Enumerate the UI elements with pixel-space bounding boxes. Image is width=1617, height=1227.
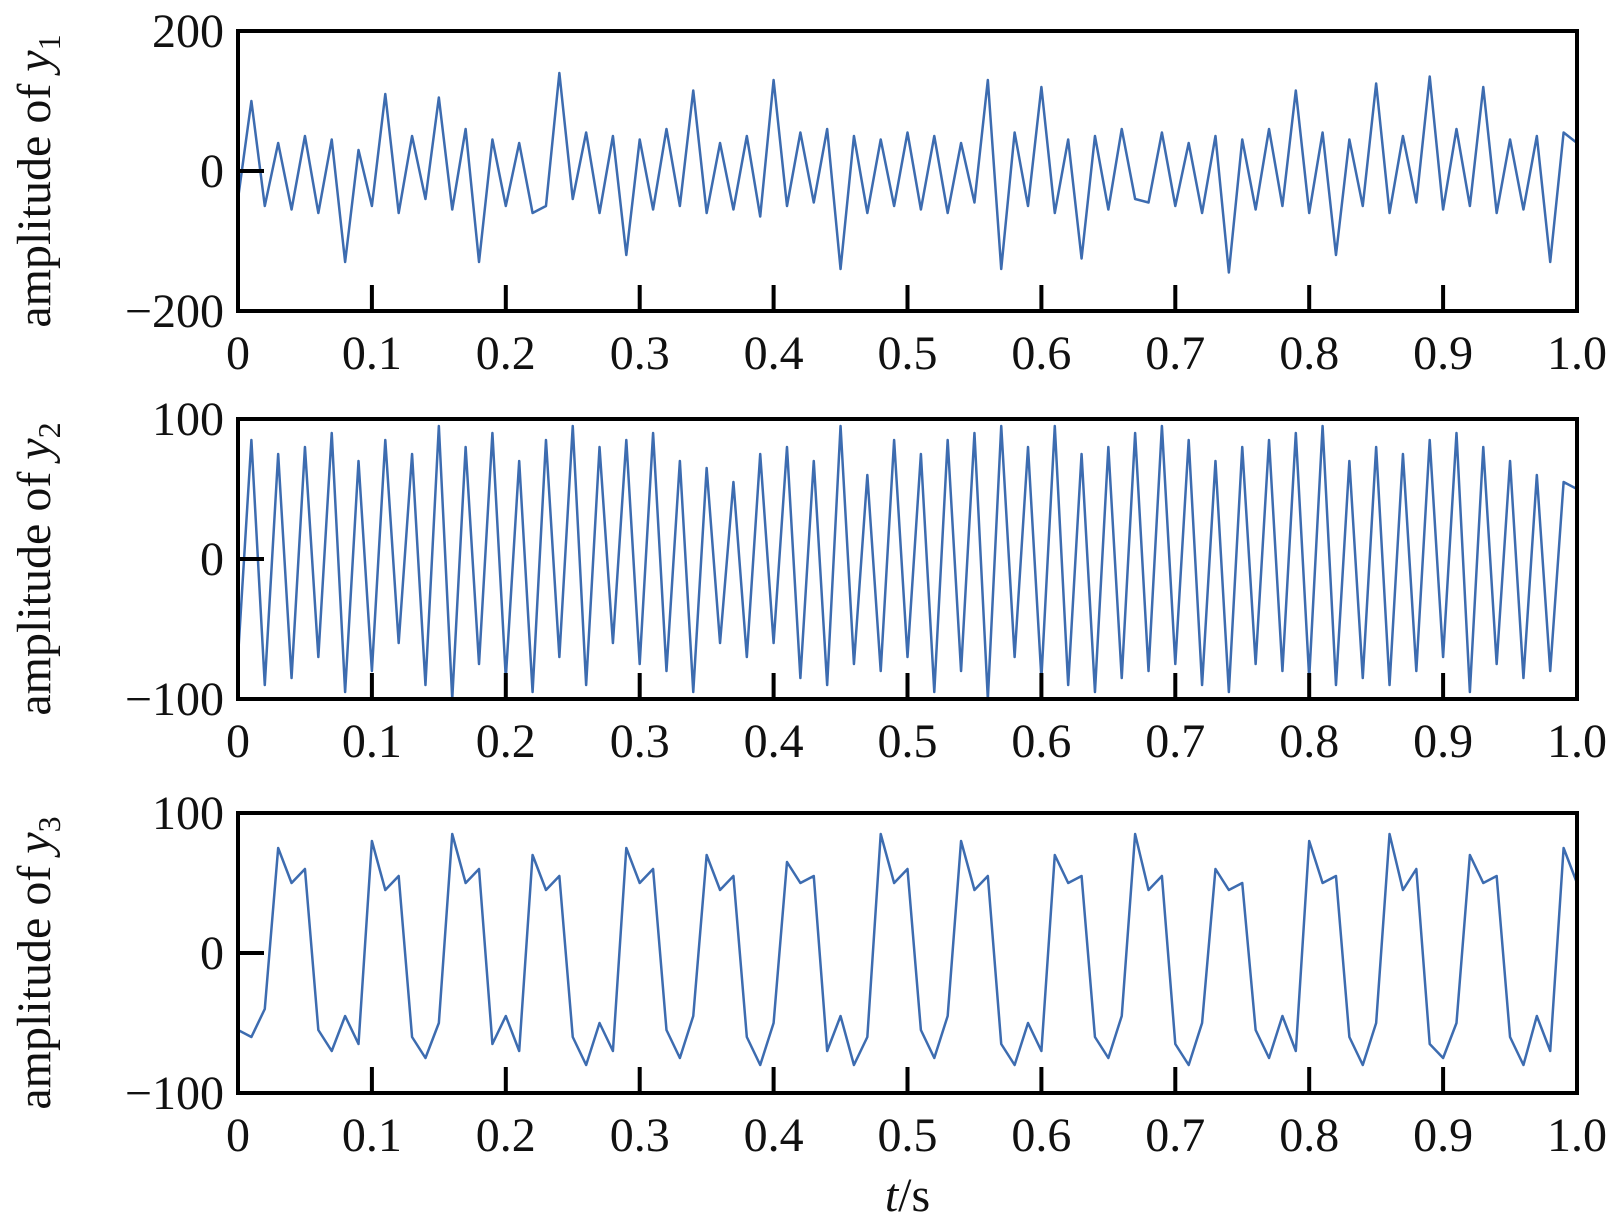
x-tick-label: 0.3: [610, 327, 670, 380]
y-tick-label: 200: [152, 5, 224, 58]
y-label-sub: 2: [31, 422, 67, 438]
x-tick-label: 0.4: [744, 715, 804, 768]
x-tick-label: 0.4: [744, 1109, 804, 1162]
y-axis-label: amplitude of y3: [8, 816, 67, 1109]
subplot: 0 0.1 0.2 0.3 0.4 0.5 0.6 0.7 0.8 0.9 1.0−1000100a…: [8, 787, 1607, 1222]
x-tick-label: 0.5: [878, 327, 938, 380]
x-tick-label: 0.2: [476, 715, 536, 768]
x-tick-label: 1.0: [1547, 1109, 1607, 1162]
x-tick-label: 0.6: [1011, 715, 1071, 768]
plot-area: [238, 424, 1577, 699]
y-label-sub: 3: [31, 816, 67, 832]
plot-area: [238, 832, 1577, 1067]
x-tick-label: 0.1: [342, 1109, 402, 1162]
x-tick-label: 0.4: [744, 327, 804, 380]
x-tick-label: 0.9: [1413, 715, 1473, 768]
x-tick-label: 0.2: [476, 1109, 536, 1162]
y-label-var: y: [8, 438, 61, 465]
y-tick-label: 0: [200, 533, 224, 586]
x-tick-label: 0.5: [878, 1109, 938, 1162]
y-label-sub: 1: [31, 34, 67, 50]
x-tick-label: 0.7: [1145, 715, 1205, 768]
x-tick-label: 0.1: [342, 715, 402, 768]
x-label-var: t: [885, 1169, 900, 1222]
x-tick-label: 0.9: [1413, 327, 1473, 380]
x-tick-label: 0.8: [1279, 715, 1339, 768]
y-axis-label: amplitude of y1: [8, 34, 67, 327]
x-label-text: /s: [898, 1169, 930, 1222]
plot-frame: [236, 29, 1579, 313]
subplot: 0 0.1 0.2 0.3 0.4 0.5 0.6 0.7 0.8 0.9 1.0−2000200a…: [8, 5, 1607, 380]
x-tick-label: 0.5: [878, 715, 938, 768]
y-tick-label: 100: [152, 787, 224, 840]
x-tick-label: 0.2: [476, 327, 536, 380]
y-tick-label: 0: [200, 927, 224, 980]
x-tick-label: 0.6: [1011, 327, 1071, 380]
y-label-var: y: [8, 832, 61, 859]
plot-area: [238, 71, 1577, 274]
x-tick-label: 0.6: [1011, 1109, 1071, 1162]
x-tick-label: 0.3: [610, 715, 670, 768]
x-tick-label: 0: [226, 1109, 250, 1162]
y-label-text: amplitude of: [8, 72, 61, 328]
x-tick-label: 0.8: [1279, 1109, 1339, 1162]
y-label-text: amplitude of: [8, 460, 61, 716]
x-axis-label: t/s: [885, 1169, 930, 1222]
x-tick-label: 0.8: [1279, 327, 1339, 380]
plot-frame: [236, 811, 1579, 1095]
y-tick-label: 100: [152, 393, 224, 446]
x-tick-label: 0: [226, 715, 250, 768]
y-tick-label: −100: [125, 673, 224, 726]
x-tick-label: 0.3: [610, 1109, 670, 1162]
y-tick-label: 0: [200, 145, 224, 198]
y-label-text: amplitude of: [8, 854, 61, 1110]
x-tick-label: 0.7: [1145, 327, 1205, 380]
y-tick-label: −200: [125, 285, 224, 338]
x-tick-label: 1.0: [1547, 715, 1607, 768]
y-label-var: y: [8, 50, 61, 77]
y-tick-label: −100: [125, 1067, 224, 1120]
subplot: 0 0.1 0.2 0.3 0.4 0.5 0.6 0.7 0.8 0.9 1.0−1000100a…: [8, 393, 1607, 768]
data-line: [238, 71, 1577, 274]
y-axis-label: amplitude of y2: [8, 422, 67, 715]
data-line: [238, 832, 1577, 1067]
x-tick-label: 0.9: [1413, 1109, 1473, 1162]
x-tick-label: 1.0: [1547, 327, 1607, 380]
x-tick-label: 0: [226, 327, 250, 380]
x-tick-label: 0.1: [342, 327, 402, 380]
x-tick-label: 0.7: [1145, 1109, 1205, 1162]
data-line: [238, 424, 1577, 699]
